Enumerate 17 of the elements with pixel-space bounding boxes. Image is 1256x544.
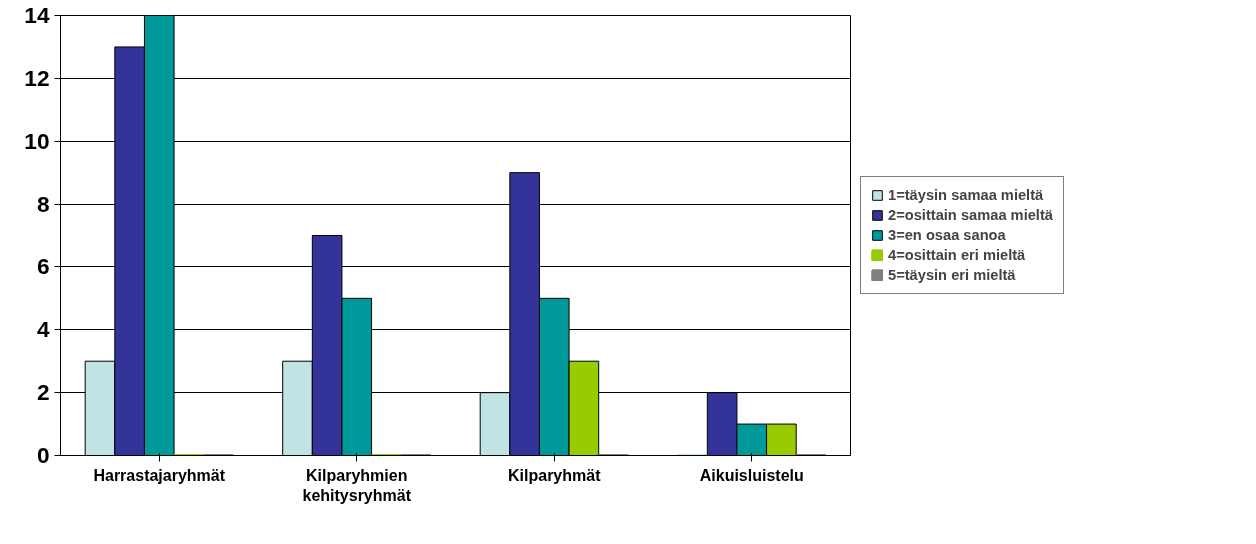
- y-tick-label: 0: [36, 442, 50, 468]
- legend-label: 5=täysin eri mieltä: [888, 267, 1016, 283]
- x-tick-label: Harrastajaryhmät: [93, 466, 226, 484]
- y-tick-label: 12: [24, 64, 50, 91]
- y-tick-label: 14: [24, 2, 50, 28]
- y-tick-label: 6: [36, 253, 50, 280]
- x-tick-label: Kilparyhmät: [508, 466, 602, 484]
- y-tick-label: 10: [24, 127, 50, 154]
- y-tick-label: 8: [36, 190, 50, 217]
- legend-label: 4=osittain eri mieltä: [888, 247, 1026, 263]
- legend-label: 2=osittain samaa mieltä: [888, 207, 1053, 223]
- legend-label: 1=täysin samaa mieltä: [888, 187, 1044, 203]
- legend-label: 3=en osaa sanoa: [888, 227, 1006, 243]
- y-tick-label: 2: [36, 379, 50, 406]
- x-tick-label: Kilparyhmien kehitysryhmät: [302, 466, 412, 504]
- x-tick-label: Aikuisluistelu: [699, 466, 804, 484]
- y-tick-label: 4: [36, 316, 50, 343]
